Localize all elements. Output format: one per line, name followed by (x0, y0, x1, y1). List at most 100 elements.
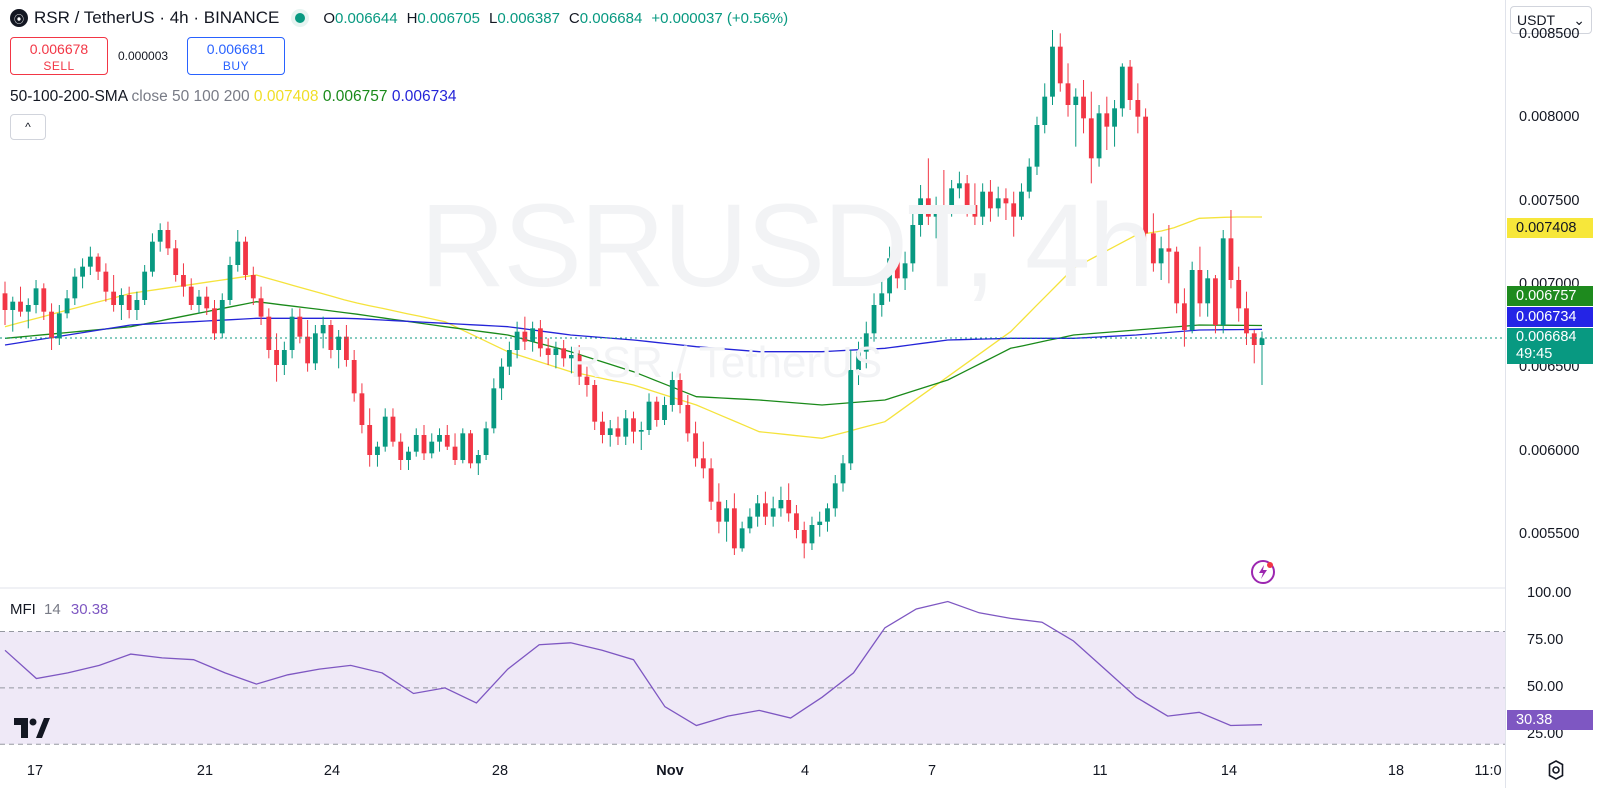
candle-body (1213, 278, 1218, 325)
candle (956, 171, 962, 199)
candle-body (212, 308, 217, 334)
candle-body (320, 325, 326, 334)
candle (1019, 183, 1024, 220)
candle-body (64, 298, 70, 314)
symbol-title[interactable]: RSR / TetherUS · 4h · BINANCE (34, 8, 280, 27)
lightning-icon[interactable] (1250, 559, 1276, 585)
candle-body (305, 336, 311, 364)
candle-body (10, 301, 16, 310)
candle (685, 395, 691, 442)
candle (964, 175, 970, 217)
candle-body (235, 241, 241, 265)
candle (1259, 331, 1265, 385)
candle-body (592, 385, 598, 422)
candle (1065, 63, 1071, 117)
candle (1228, 210, 1234, 289)
candle (118, 288, 124, 320)
candle-body (336, 336, 342, 350)
candle-body (685, 405, 691, 434)
candle-body (18, 301, 23, 312)
gear-icon[interactable] (1545, 759, 1567, 781)
mfi-period: 14 (44, 601, 61, 618)
price-chart[interactable] (0, 0, 1505, 788)
candle-body (95, 256, 101, 272)
buy-button[interactable]: 0.006681 BUY (187, 37, 285, 75)
mfi-indicator-legend[interactable]: MFI 14 30.38 (10, 601, 108, 618)
currency-label: USDT (1517, 12, 1556, 28)
candle-body (724, 508, 730, 522)
mfi-value-badge: 30.38 (1507, 710, 1593, 730)
candle (33, 280, 39, 314)
candle (126, 286, 132, 319)
candle-body (56, 313, 62, 339)
time-axis-label: 21 (196, 763, 214, 779)
candle (204, 286, 210, 315)
tradingview-logo-icon[interactable] (14, 718, 50, 738)
candle (786, 483, 792, 522)
candle-body (111, 291, 117, 305)
candle (553, 341, 559, 369)
candle-body (1104, 113, 1110, 127)
candle-body (1050, 46, 1055, 97)
candle (1026, 158, 1032, 199)
sma200-price-badge: 0.006734 (1507, 307, 1593, 327)
candle (863, 321, 869, 369)
candle-body (274, 350, 279, 365)
currency-select[interactable]: USDT ⌄ (1510, 6, 1592, 34)
candle-body (126, 295, 132, 310)
candle-body (1205, 278, 1211, 304)
candle-body (266, 316, 272, 350)
candle (297, 308, 303, 344)
candle-body (1073, 96, 1079, 105)
candle-body (157, 230, 163, 242)
chevron-up-icon: ^ (25, 120, 31, 134)
candle (80, 258, 85, 289)
candle (949, 180, 955, 217)
candle-body (561, 348, 567, 359)
candle-body (491, 388, 497, 429)
candle (592, 380, 598, 430)
candle (654, 396, 660, 427)
price-axis[interactable] (1505, 0, 1600, 788)
candle (2, 281, 8, 325)
candle (817, 511, 823, 537)
candle (49, 303, 54, 350)
candle (398, 433, 404, 470)
symbol-header: ⦿ RSR / TetherUS · 4h · BINANCE O0.00664… (10, 6, 788, 30)
candle-body (118, 295, 124, 305)
time-axis-label: 11:0 (1474, 763, 1502, 779)
sma-indicator-legend[interactable]: 50-100-200-SMA close 50 100 200 0.007408… (10, 88, 456, 106)
candle-body (747, 516, 753, 529)
candle-body (1259, 338, 1265, 345)
candle (724, 500, 730, 542)
candle-body (1150, 233, 1156, 264)
candle (390, 408, 396, 447)
candle (10, 296, 16, 332)
candle-body (716, 501, 722, 522)
candle-body (1127, 66, 1133, 100)
candle (763, 491, 768, 525)
sell-label: SELL (43, 59, 75, 73)
candle-body (801, 530, 807, 544)
candle (879, 280, 885, 317)
candle-body (1119, 66, 1125, 109)
candle (336, 330, 342, 369)
candle-body (739, 528, 745, 549)
candle-body (1112, 108, 1117, 127)
time-axis-label: 11 (1092, 763, 1108, 779)
sell-button[interactable]: 0.006678 SELL (10, 37, 108, 75)
candle-body (949, 188, 955, 209)
collapse-legend-button[interactable]: ^ (10, 114, 46, 140)
symbol-watermark: RSRUSDT, 4h (420, 180, 1154, 312)
candle (281, 341, 287, 375)
candle (305, 320, 311, 372)
candle (1104, 96, 1110, 150)
candle-body (980, 191, 986, 217)
candle-body (693, 433, 698, 459)
candle (1205, 270, 1211, 317)
candle (731, 493, 737, 555)
candle (1244, 291, 1249, 345)
last-price-value: 0.006684 (1516, 329, 1577, 345)
mfi-name: MFI (10, 601, 36, 618)
candle (584, 366, 590, 397)
